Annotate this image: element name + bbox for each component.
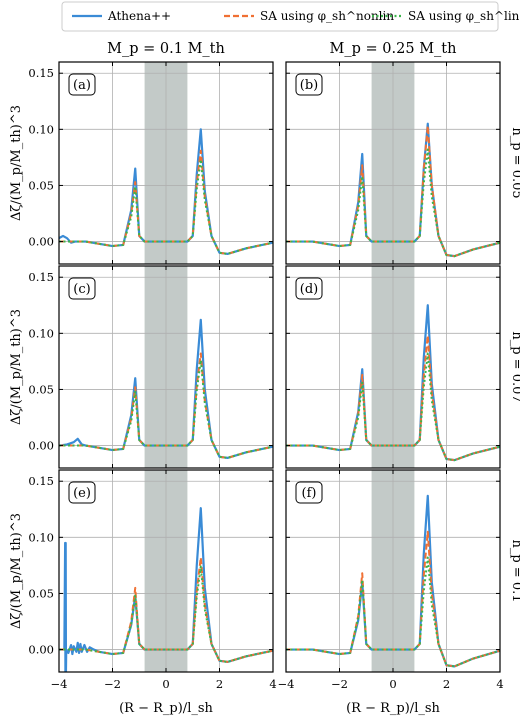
x-axis-label-left: (R − R_p)/l_sh bbox=[119, 701, 213, 716]
y-tick-label: 0.00 bbox=[28, 235, 54, 249]
series-sa-lin bbox=[286, 148, 500, 258]
y-tick-label: 0.10 bbox=[28, 122, 54, 136]
panel-a: 0.00 0.05 0.10 0.15 (a) bbox=[28, 61, 274, 265]
panel-tag: (d) bbox=[300, 282, 318, 297]
y-tick-label: 0.00 bbox=[28, 643, 54, 657]
panel-tag: (b) bbox=[300, 78, 318, 93]
x-tick-label: 0 bbox=[162, 677, 169, 691]
x-tick-label: 0 bbox=[389, 677, 396, 691]
x-tick-label: −4 bbox=[278, 677, 295, 691]
panel-tag: (e) bbox=[73, 486, 91, 501]
panel-tag-box bbox=[295, 73, 323, 96]
legend: Athena++ SA using φ_sh^nonlin SA using φ… bbox=[61, 1, 520, 32]
y-axis-label-top: Δζ/(M_p/M_th)^3 bbox=[9, 105, 24, 221]
panel-tag-box bbox=[68, 73, 96, 96]
row-label-middle: h_p = 0.07 bbox=[509, 331, 520, 402]
y-axis-label-middle: Δζ/(M_p/M_th)^3 bbox=[9, 309, 24, 425]
series-athena bbox=[59, 507, 273, 672]
series-sa-lin bbox=[286, 556, 500, 668]
x-tick-label: 2 bbox=[443, 677, 450, 691]
x-tick-label: −4 bbox=[51, 677, 68, 691]
row-label-top: h_p = 0.05 bbox=[509, 127, 520, 198]
legend-label-sa-nonlin: SA using φ_sh^nonlin bbox=[260, 9, 394, 23]
y-tick-label: 0.15 bbox=[28, 474, 54, 488]
x-tick-label: 2 bbox=[216, 677, 223, 691]
x-axis-label-right: (R − R_p)/l_sh bbox=[346, 701, 440, 716]
legend-frame bbox=[61, 1, 499, 32]
y-tick-label: 0.15 bbox=[28, 270, 54, 284]
y-tick-label: 0.05 bbox=[28, 178, 54, 192]
x-tick-label: 4 bbox=[269, 677, 276, 691]
series-group bbox=[59, 507, 273, 672]
series-group bbox=[59, 318, 273, 459]
panel-b: (b) bbox=[285, 61, 501, 265]
row-label-bottom: h_p = 0.1 bbox=[509, 539, 520, 602]
y-tick-label: 0.15 bbox=[28, 66, 54, 80]
series-group bbox=[286, 304, 500, 462]
panel-d: (d) bbox=[285, 265, 501, 469]
legend-label-athena: Athena++ bbox=[107, 9, 171, 23]
panel-f: −4 −2 0 2 4 (f) bbox=[278, 469, 504, 691]
y-tick-label: 0.10 bbox=[28, 530, 54, 544]
y-tick-label: 0.00 bbox=[28, 439, 54, 453]
series-group bbox=[286, 122, 500, 258]
column-title-left: M_p = 0.1 M_th bbox=[107, 41, 225, 57]
x-tick-label: −2 bbox=[104, 677, 121, 691]
panel-tag: (f) bbox=[302, 486, 317, 501]
y-tick-label: 0.05 bbox=[28, 382, 54, 396]
panel-tag-box bbox=[295, 481, 323, 504]
panel-tag-box bbox=[295, 277, 323, 300]
panel-tag-box bbox=[68, 481, 96, 504]
series-group bbox=[286, 494, 500, 668]
series-sa-lin bbox=[59, 158, 273, 255]
panel-tag: (c) bbox=[73, 282, 90, 297]
y-axis-label-bottom: Δζ/(M_p/M_th)^3 bbox=[9, 513, 24, 629]
panel-tag: (a) bbox=[73, 78, 91, 93]
series-sa-lin bbox=[59, 565, 273, 663]
series-sa-lin bbox=[286, 352, 500, 462]
panel-c: 0.00 0.05 0.10 0.15 (c) bbox=[28, 265, 274, 469]
series-sa-lin bbox=[59, 359, 273, 459]
panel-e: 0.00 0.05 0.10 0.15 −4 −2 0 2 4 (e) bbox=[28, 469, 277, 691]
column-title-right: M_p = 0.25 M_th bbox=[330, 41, 457, 57]
y-tick-label: 0.05 bbox=[28, 586, 54, 600]
y-tick-label: 0.10 bbox=[28, 326, 54, 340]
panel-tag-box bbox=[68, 277, 96, 300]
x-tick-label: −2 bbox=[331, 677, 348, 691]
series-group bbox=[59, 128, 273, 255]
x-tick-label: 4 bbox=[496, 677, 503, 691]
legend-label-sa-lin: SA using φ_sh^lin bbox=[408, 9, 520, 23]
